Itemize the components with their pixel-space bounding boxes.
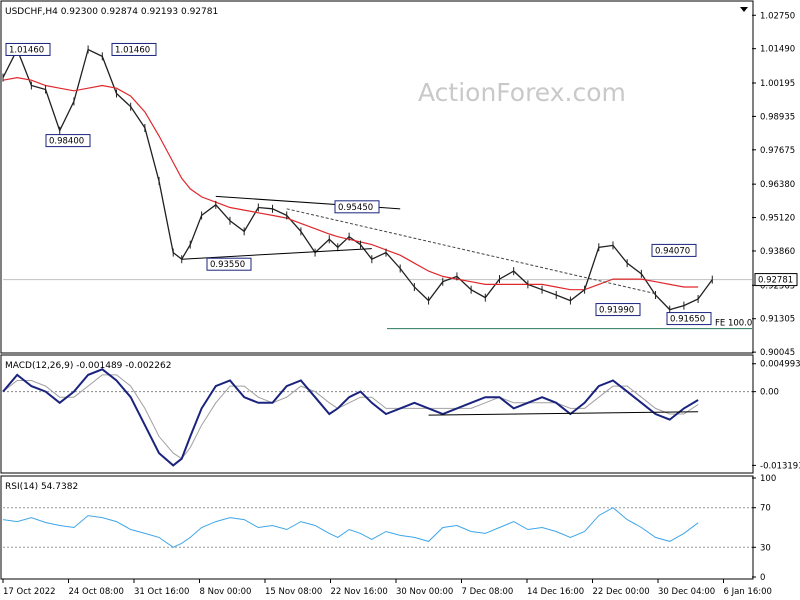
price-annotation-label: 0.94070 xyxy=(655,246,690,256)
rsi-panel-frame xyxy=(0,475,754,580)
macd-signal-line xyxy=(2,374,699,460)
macd-line xyxy=(2,368,699,467)
rsi-panel-title: RSI(14) 54.7382 xyxy=(5,482,78,492)
price-annotation-label: 0.98400 xyxy=(49,137,84,147)
price-axis-label: 0.96380 xyxy=(760,180,795,190)
price-axis-label: 0.93860 xyxy=(760,247,795,257)
price-annotation-box xyxy=(111,42,157,56)
price-axis-label: 1.00195 xyxy=(760,79,795,89)
support-trendline xyxy=(181,248,372,260)
symbol-title: USDCHF,H4 xyxy=(5,7,58,17)
price-annotation-box xyxy=(666,312,712,326)
price-annotation-box xyxy=(45,134,91,148)
ohlc-close: 0.92781 xyxy=(181,7,218,17)
price-axis-label: 1.02750 xyxy=(760,11,795,21)
rsi-axis-label: 30 xyxy=(760,543,771,553)
rsi-axis-label: 100 xyxy=(760,474,776,484)
x-axis-label: 30 Nov 00:00 xyxy=(396,587,453,597)
ohlc-low: 0.92193 xyxy=(141,7,178,17)
x-axis-label: 7 Dec 08:00 xyxy=(462,587,514,597)
moving-average-line xyxy=(2,76,699,291)
x-axis-label: 24 Oct 08:00 xyxy=(69,587,124,597)
macd-panel-title: MACD(12,26,9) -0.001489 -0.002262 xyxy=(5,361,171,371)
macd-axis-label: 0.00 xyxy=(760,388,779,398)
x-axis-label: 30 Dec 04:00 xyxy=(658,587,715,597)
price-annotation-box xyxy=(5,42,51,56)
x-axis-label: 22 Nov 16:00 xyxy=(331,587,388,597)
x-axis-label: 8 Nov 00:00 xyxy=(200,587,252,597)
last-price-label: 0.92781 xyxy=(758,276,793,286)
price-axis-label: 1.01490 xyxy=(760,45,795,55)
last-price-badge xyxy=(754,273,798,287)
price-axis-label: 0.95120 xyxy=(760,214,795,224)
price-annotation-label: 0.91990 xyxy=(599,306,634,316)
price-annotation-label: 1.01460 xyxy=(9,45,44,55)
macd-trendline xyxy=(428,411,699,416)
price-annotation-box xyxy=(334,200,380,214)
collapse-arrow-icon[interactable] xyxy=(740,7,748,12)
price-axis-label: 0.91305 xyxy=(760,315,795,325)
x-axis-label: 22 Dec 00:00 xyxy=(593,587,650,597)
fe-line-label: FE 100.0 xyxy=(715,319,752,329)
macd-panel-frame xyxy=(0,354,754,474)
ohlc-open: 0.92300 xyxy=(61,7,98,17)
price-annotation-label: 0.91650 xyxy=(670,315,705,325)
price-axis-label: 0.98935 xyxy=(760,112,795,122)
price-annotation-label: 0.93550 xyxy=(210,260,245,270)
ohlc-high: 0.92874 xyxy=(101,7,138,17)
macd-axis-label: 0.004993 xyxy=(760,360,800,370)
price-annotation-box xyxy=(651,243,697,257)
x-axis-label: 6 Jan 16:00 xyxy=(724,587,772,597)
rsi-axis-label: 70 xyxy=(760,504,771,514)
price-axis-label: 0.97675 xyxy=(760,146,795,156)
x-axis-label: 14 Dec 16:00 xyxy=(527,587,584,597)
x-axis-label: 17 Oct 2022 xyxy=(3,587,56,597)
watermark: ActionForex.com xyxy=(418,78,626,107)
price-axis-label: 0.90045 xyxy=(760,348,795,358)
channel-dashed-line xyxy=(286,208,656,295)
x-axis-label: 15 Nov 08:00 xyxy=(265,587,322,597)
x-axis-label: 31 Oct 16:00 xyxy=(134,587,189,597)
rsi-axis-label: 0 xyxy=(760,573,765,583)
rsi-line xyxy=(2,507,699,548)
price-axis-label: 0.92565 xyxy=(760,281,795,291)
price-panel-header: USDCHF,H4 0.92300 0.92874 0.92193 0.9278… xyxy=(5,7,218,17)
price-annotation-label: 0.95450 xyxy=(338,203,373,213)
price-annotation-label: 1.01460 xyxy=(115,45,150,55)
price-annotation-box xyxy=(595,303,641,317)
price-panel-frame xyxy=(0,0,754,354)
macd-axis-label: -0.013193 xyxy=(760,461,800,471)
price-annotation-box xyxy=(206,257,252,271)
